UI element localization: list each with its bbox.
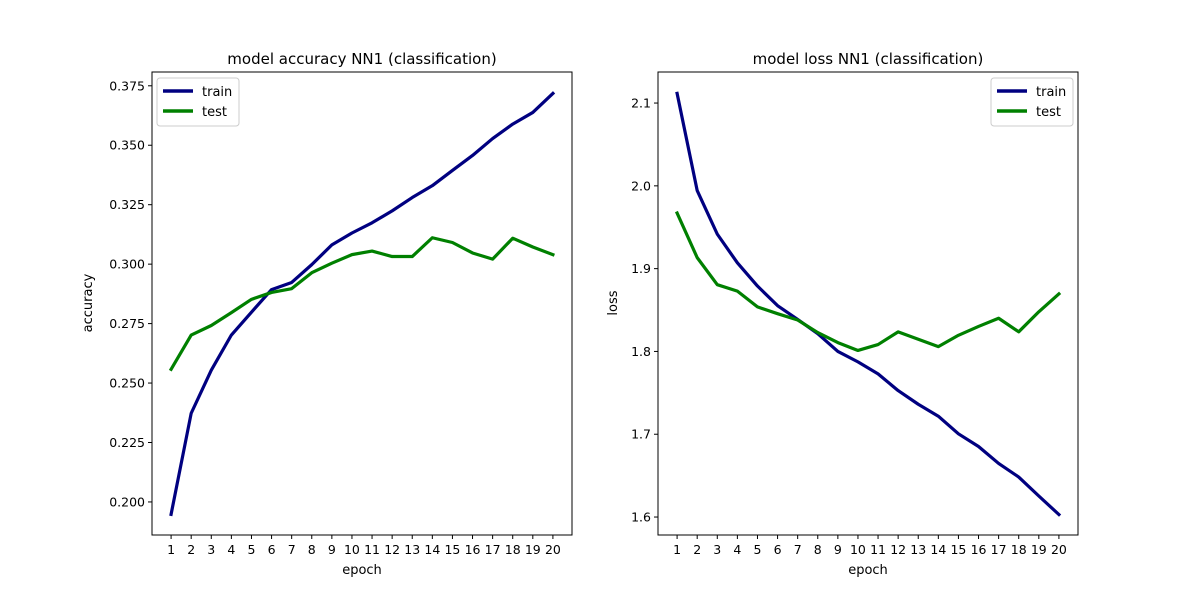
y-tick-label: 2.0 <box>631 178 651 193</box>
x-tick-label: 2 <box>693 542 701 557</box>
loss-chart: model loss NN1 (classification) epoch lo… <box>606 50 1079 578</box>
x-axis-label: epoch <box>848 563 888 578</box>
x-tick-label: 17 <box>485 542 501 557</box>
x-tick-label: 9 <box>834 542 842 557</box>
x-tick-label: 12 <box>384 542 400 557</box>
y-tick-label: 0.200 <box>109 494 145 509</box>
x-tick-label: 20 <box>1051 542 1067 557</box>
x-tick-label: 1 <box>673 542 681 557</box>
x-tick-label: 10 <box>344 542 360 557</box>
x-tick-label: 16 <box>465 542 481 557</box>
x-tick-label: 4 <box>733 542 741 557</box>
y-tick-label: 0.375 <box>109 78 145 93</box>
series-line-train <box>675 91 1062 517</box>
x-tick-label: 15 <box>444 542 460 557</box>
series-line-test <box>168 236 555 372</box>
x-tick-label: 5 <box>753 542 761 557</box>
axis-ticks: 1 2 3 4 5 6 7 8 9 10 11 12 13 14 15 16 17 18 19 200.2000.22… <box>109 78 561 557</box>
y-axis-label: accuracy <box>81 273 96 332</box>
x-tick-label: 8 <box>814 542 822 557</box>
x-tick-label: 1 <box>167 542 175 557</box>
x-tick-label: 19 <box>525 542 541 557</box>
x-tick-label: 13 <box>404 542 420 557</box>
y-axis-label: loss <box>606 290 621 315</box>
legend: train test <box>156 77 240 127</box>
series-line-test <box>674 210 1062 353</box>
x-tick-label: 14 <box>930 542 946 557</box>
plot-area <box>674 91 1062 517</box>
x-tick-label: 6 <box>774 542 782 557</box>
y-tick-label: 1.8 <box>631 344 651 359</box>
x-tick-label: 9 <box>328 542 336 557</box>
plot-area <box>168 91 556 517</box>
x-tick-label: 12 <box>890 542 906 557</box>
axis-ticks: 1 2 3 4 5 6 7 8 9 10 11 12 13 14 15 16 17 18 19 201.61.71.8… <box>631 96 1067 557</box>
x-axis-label: epoch <box>342 563 382 578</box>
y-tick-label: 0.350 <box>109 138 145 153</box>
x-tick-label: 20 <box>545 542 561 557</box>
y-tick-label: 0.275 <box>109 316 145 331</box>
y-tick-label: 0.325 <box>109 197 145 212</box>
legend-label-train: train <box>1036 85 1066 100</box>
y-tick-label: 1.7 <box>631 427 651 442</box>
y-tick-label: 1.9 <box>631 261 651 276</box>
x-tick-label: 3 <box>207 542 215 557</box>
x-tick-label: 19 <box>1031 542 1047 557</box>
x-tick-label: 15 <box>950 542 966 557</box>
y-tick-label: 1.6 <box>631 510 651 525</box>
legend-label-test: test <box>202 105 227 120</box>
x-tick-label: 11 <box>870 542 886 557</box>
plot-frame <box>151 71 573 536</box>
x-tick-label: 8 <box>308 542 316 557</box>
legend: train test <box>990 77 1074 127</box>
x-tick-label: 3 <box>713 542 721 557</box>
x-tick-label: 4 <box>227 542 235 557</box>
series-line-train <box>169 91 556 517</box>
accuracy-chart: model accuracy NN1 (classification) epoc… <box>81 50 573 578</box>
y-tick-label: 2.1 <box>631 96 651 111</box>
x-tick-label: 6 <box>268 542 276 557</box>
legend-label-train: train <box>202 85 232 100</box>
x-tick-label: 7 <box>288 542 296 557</box>
chart-title: model accuracy NN1 (classification) <box>227 50 496 68</box>
x-tick-label: 14 <box>424 542 440 557</box>
y-tick-label: 0.250 <box>109 376 145 391</box>
x-tick-label: 5 <box>247 542 255 557</box>
plot-frame <box>657 71 1079 536</box>
x-tick-label: 18 <box>505 542 521 557</box>
x-tick-label: 7 <box>794 542 802 557</box>
y-tick-label: 0.225 <box>109 435 145 450</box>
x-tick-label: 17 <box>991 542 1007 557</box>
chart-title: model loss NN1 (classification) <box>753 50 984 68</box>
x-tick-label: 10 <box>850 542 866 557</box>
x-tick-label: 16 <box>971 542 987 557</box>
legend-label-test: test <box>1036 105 1061 120</box>
x-tick-label: 13 <box>910 542 926 557</box>
y-tick-label: 0.300 <box>109 257 145 272</box>
x-tick-label: 11 <box>364 542 380 557</box>
x-tick-label: 2 <box>187 542 195 557</box>
x-tick-label: 18 <box>1011 542 1027 557</box>
